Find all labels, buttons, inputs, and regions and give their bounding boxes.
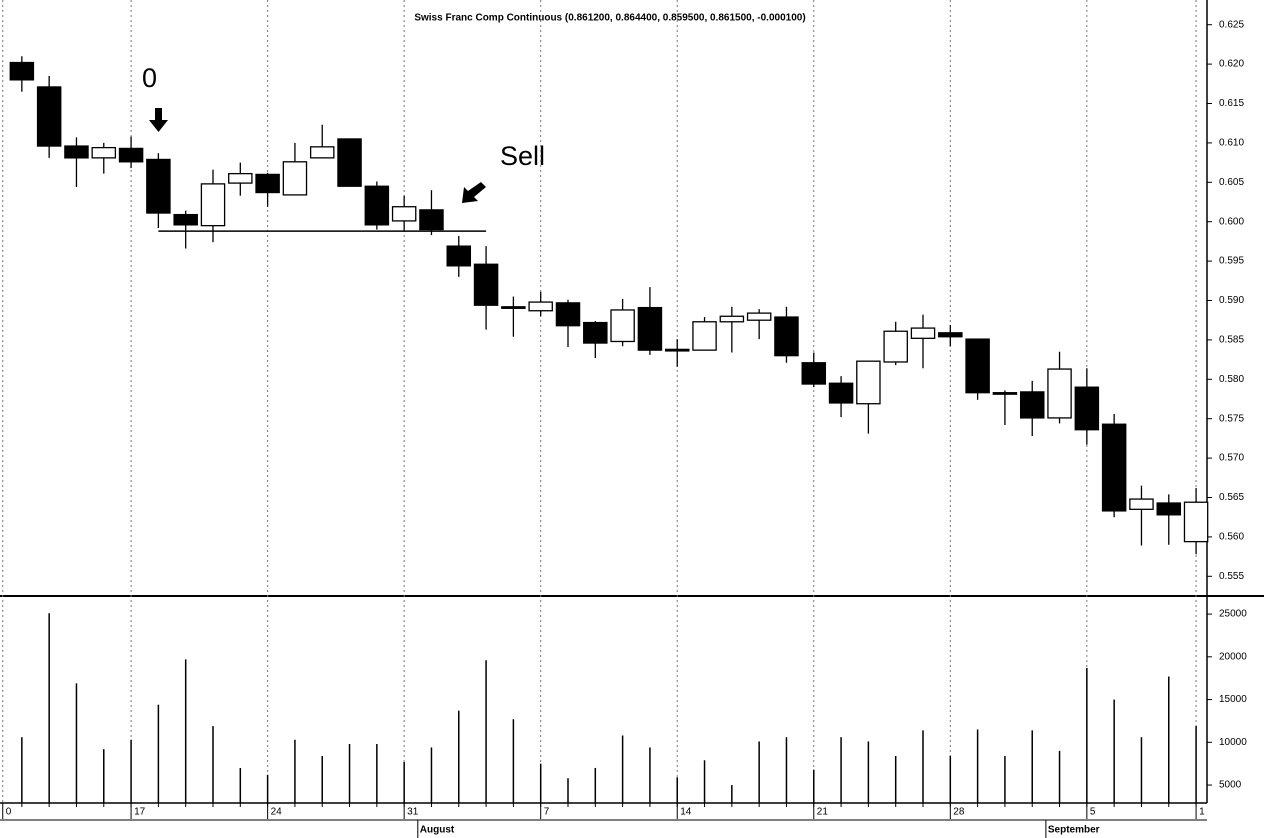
candle-body <box>719 315 745 323</box>
candle-body <box>1019 391 1045 419</box>
y-tick-label: 0.585 <box>1219 335 1244 346</box>
candle-body <box>173 213 198 226</box>
y-tick-label: 0.575 <box>1219 413 1244 424</box>
y-tick-label: 0.555 <box>1219 571 1244 582</box>
y-tick-label: 0.620 <box>1219 59 1244 70</box>
y-tick-label: 0.600 <box>1219 216 1244 227</box>
y2-tick-label: 20000 <box>1219 651 1247 662</box>
candle-body <box>1183 501 1209 543</box>
y-tick-label: 0.605 <box>1219 177 1244 188</box>
candle-body <box>255 173 280 194</box>
candle-body <box>391 206 417 222</box>
candle-body <box>64 145 89 159</box>
candle-body <box>419 209 444 231</box>
x-tick-label: 17 <box>134 807 146 818</box>
x-tick-label: 7 <box>544 807 550 818</box>
candle-body <box>992 392 1018 395</box>
arrow <box>462 182 486 203</box>
annotation: 0 <box>142 63 157 93</box>
y2-tick-label: 25000 <box>1219 609 1247 620</box>
candle-body <box>364 185 390 226</box>
candle-body <box>828 382 854 404</box>
candle-body <box>965 338 990 394</box>
candle-body <box>555 302 581 327</box>
y-tick-label: 0.615 <box>1219 98 1244 109</box>
x-tick-label: 24 <box>271 807 283 818</box>
candle-body <box>910 327 936 339</box>
candle-body <box>692 321 717 351</box>
candle-body <box>664 348 690 352</box>
candle-body <box>200 183 226 227</box>
candle-body <box>1129 498 1154 510</box>
candle-body <box>91 146 117 159</box>
candle-body <box>337 138 362 187</box>
x-tick-label: 31 <box>407 807 419 818</box>
x-tick-label: 21 <box>817 807 829 818</box>
y-tick-label: 0.610 <box>1219 138 1244 149</box>
candle-body <box>637 306 663 351</box>
candle-body <box>501 306 526 309</box>
candle-body <box>856 360 881 405</box>
candle-body <box>473 263 499 306</box>
month-label: September <box>1048 825 1100 836</box>
y-tick-label: 0.625 <box>1219 19 1244 30</box>
y2-tick-label: 10000 <box>1219 737 1247 748</box>
candle-body <box>938 332 963 338</box>
y-tick-label: 0.580 <box>1219 374 1244 385</box>
candle-body <box>309 146 335 159</box>
y-tick-label: 0.565 <box>1219 492 1244 503</box>
candle-body <box>118 147 144 163</box>
candle-body <box>9 61 35 81</box>
candle-body <box>146 158 171 214</box>
x-tick-label: 5 <box>1090 807 1096 818</box>
arrow <box>149 108 168 132</box>
candle-body <box>528 301 553 312</box>
y-tick-label: 0.560 <box>1219 532 1244 543</box>
annotation: Sell <box>500 141 545 171</box>
x-tick-label: 28 <box>953 807 965 818</box>
candle-body <box>1074 386 1100 431</box>
candle-body <box>774 316 799 357</box>
candle-body <box>1047 368 1072 419</box>
candle-body <box>746 312 772 321</box>
candle-body <box>583 321 608 344</box>
candle-body <box>228 172 253 184</box>
y2-tick-label: 5000 <box>1219 780 1242 791</box>
candle-body <box>883 330 908 363</box>
month-label: August <box>420 825 455 836</box>
y-tick-label: 0.590 <box>1219 295 1244 306</box>
candle-body <box>446 245 472 267</box>
candle-body <box>1156 502 1182 516</box>
y2-tick-label: 15000 <box>1219 694 1247 705</box>
y-tick-label: 0.595 <box>1219 256 1244 267</box>
candle-body <box>36 86 62 147</box>
candle-body <box>610 309 635 343</box>
x-tick-label: 14 <box>680 807 692 818</box>
x-tick-label: 0 <box>6 807 12 818</box>
candle-body <box>1101 423 1127 512</box>
candle-body <box>282 161 308 196</box>
x-tick-label: 1 <box>1199 807 1205 818</box>
y-tick-label: 0.570 <box>1219 453 1244 464</box>
chart-title: Swiss Franc Comp Continuous (0.861200, 0… <box>414 13 805 24</box>
candle-body <box>801 362 827 385</box>
